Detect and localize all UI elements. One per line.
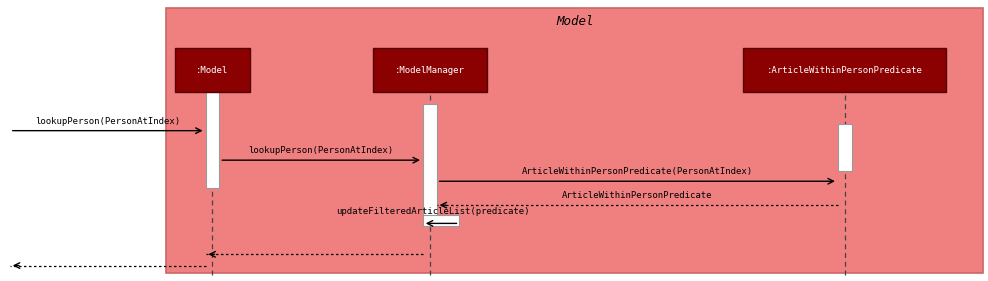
Bar [743,48,946,92]
Text: updateFilteredArticleList(predicate): updateFilteredArticleList(predicate) [336,207,530,216]
Bar [166,8,983,273]
Text: ArticleWithinPersonPredicate(PersonAtIndex): ArticleWithinPersonPredicate(PersonAtInd… [522,167,753,176]
Text: lookupPerson(PersonAtIndex): lookupPerson(PersonAtIndex) [249,146,393,155]
Bar [423,215,459,226]
Text: Model: Model [556,15,594,28]
Text: ArticleWithinPersonPredicate: ArticleWithinPersonPredicate [562,191,712,200]
Bar [206,70,219,188]
Bar [838,124,852,171]
Text: :ModelManager: :ModelManager [395,66,464,75]
Text: :ArticleWithinPersonPredicate: :ArticleWithinPersonPredicate [767,66,923,75]
Bar [175,48,250,92]
Text: lookupPerson(PersonAtIndex): lookupPerson(PersonAtIndex) [36,117,180,126]
Bar [423,104,437,225]
Text: :Model: :Model [197,66,228,75]
Bar [372,48,486,92]
